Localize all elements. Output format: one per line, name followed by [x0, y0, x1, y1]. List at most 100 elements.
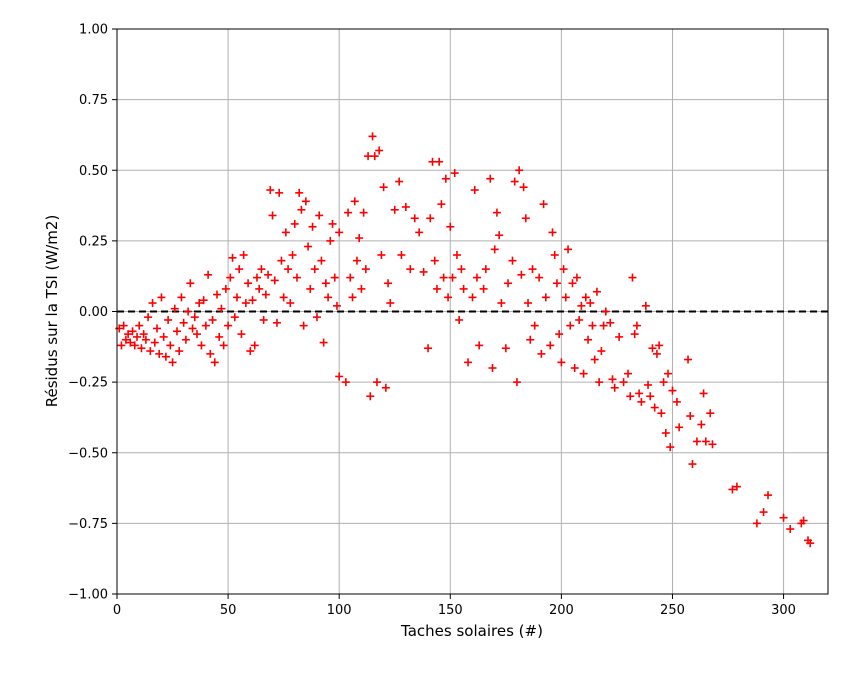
- data-point: [368, 132, 377, 141]
- data-point: [152, 324, 161, 333]
- y-axis-label: Résidus sur la TSI (W/m2): [43, 215, 61, 408]
- x-tick-label: 200: [549, 603, 574, 618]
- data-point: [652, 349, 661, 358]
- data-point: [655, 341, 664, 350]
- data-point: [455, 315, 464, 324]
- data-point: [512, 378, 521, 387]
- data-point: [264, 270, 273, 279]
- data-point: [237, 330, 246, 339]
- data-point: [199, 296, 208, 305]
- data-point: [384, 279, 393, 288]
- data-point: [526, 335, 535, 344]
- data-point: [215, 332, 224, 341]
- data-point: [632, 321, 641, 330]
- data-point: [497, 299, 506, 308]
- data-point: [288, 251, 297, 259]
- data-point: [348, 293, 357, 302]
- data-point: [599, 321, 608, 330]
- data-point: [350, 197, 359, 206]
- x-tick-label: 0: [113, 603, 121, 618]
- data-point: [355, 234, 364, 243]
- data-point: [228, 253, 237, 262]
- data-point: [759, 508, 768, 517]
- data-point: [701, 437, 710, 446]
- data-point: [419, 267, 428, 276]
- data-point: [752, 519, 761, 528]
- data-point: [628, 273, 637, 282]
- data-point: [150, 338, 159, 347]
- data-point: [606, 318, 615, 327]
- data-point: [312, 313, 321, 322]
- data-point: [528, 265, 537, 274]
- data-point: [446, 222, 455, 231]
- data-point: [170, 304, 179, 313]
- data-point: [586, 299, 595, 308]
- data-point: [317, 256, 326, 265]
- data-point: [508, 256, 517, 265]
- data-points: [115, 132, 815, 548]
- data-point: [664, 369, 673, 378]
- data-point: [161, 352, 170, 361]
- data-point: [432, 284, 441, 293]
- data-point: [430, 256, 439, 265]
- data-point: [410, 214, 419, 223]
- x-tick-label: 300: [771, 603, 796, 618]
- data-point: [566, 321, 575, 330]
- data-point: [495, 231, 504, 240]
- data-point: [270, 276, 279, 285]
- data-point: [306, 284, 315, 293]
- data-point: [450, 169, 459, 178]
- data-point: [444, 293, 453, 302]
- data-point: [637, 397, 646, 406]
- data-point: [519, 183, 528, 192]
- y-tick-label: −1.00: [68, 588, 108, 603]
- data-point: [286, 299, 295, 308]
- data-point: [248, 296, 257, 305]
- data-point: [390, 205, 399, 214]
- data-point: [359, 208, 368, 217]
- data-point: [764, 491, 773, 500]
- data-point: [548, 228, 557, 237]
- data-point: [472, 273, 481, 282]
- data-point: [630, 330, 639, 339]
- data-point: [657, 409, 666, 418]
- data-point: [579, 369, 588, 378]
- data-point: [452, 251, 461, 259]
- y-tick-label: 0.25: [79, 234, 108, 249]
- data-point: [619, 378, 628, 387]
- data-point: [326, 236, 335, 245]
- data-point: [232, 293, 241, 302]
- data-point: [212, 290, 221, 299]
- data-point: [377, 251, 386, 259]
- data-point: [159, 332, 168, 341]
- data-point: [572, 273, 581, 282]
- data-point: [332, 301, 341, 310]
- data-point: [541, 293, 550, 302]
- data-point: [235, 265, 244, 274]
- data-point: [564, 245, 573, 254]
- data-point: [175, 347, 184, 356]
- data-point: [659, 378, 668, 387]
- data-point: [250, 341, 259, 350]
- data-point: [177, 293, 186, 302]
- x-tick-label: 150: [438, 603, 463, 618]
- data-point: [468, 293, 477, 302]
- data-point: [437, 200, 446, 209]
- data-point: [406, 265, 415, 274]
- data-point: [728, 485, 737, 494]
- data-point: [252, 273, 261, 282]
- data-point: [272, 318, 281, 327]
- data-point: [375, 146, 384, 155]
- data-point: [550, 251, 559, 259]
- data-point: [397, 251, 406, 259]
- data-point: [592, 287, 601, 296]
- data-point: [459, 284, 468, 293]
- data-point: [324, 293, 333, 302]
- data-point: [295, 188, 304, 197]
- data-point: [415, 228, 424, 237]
- data-point: [575, 315, 584, 324]
- data-point: [224, 321, 233, 330]
- data-point: [319, 338, 328, 347]
